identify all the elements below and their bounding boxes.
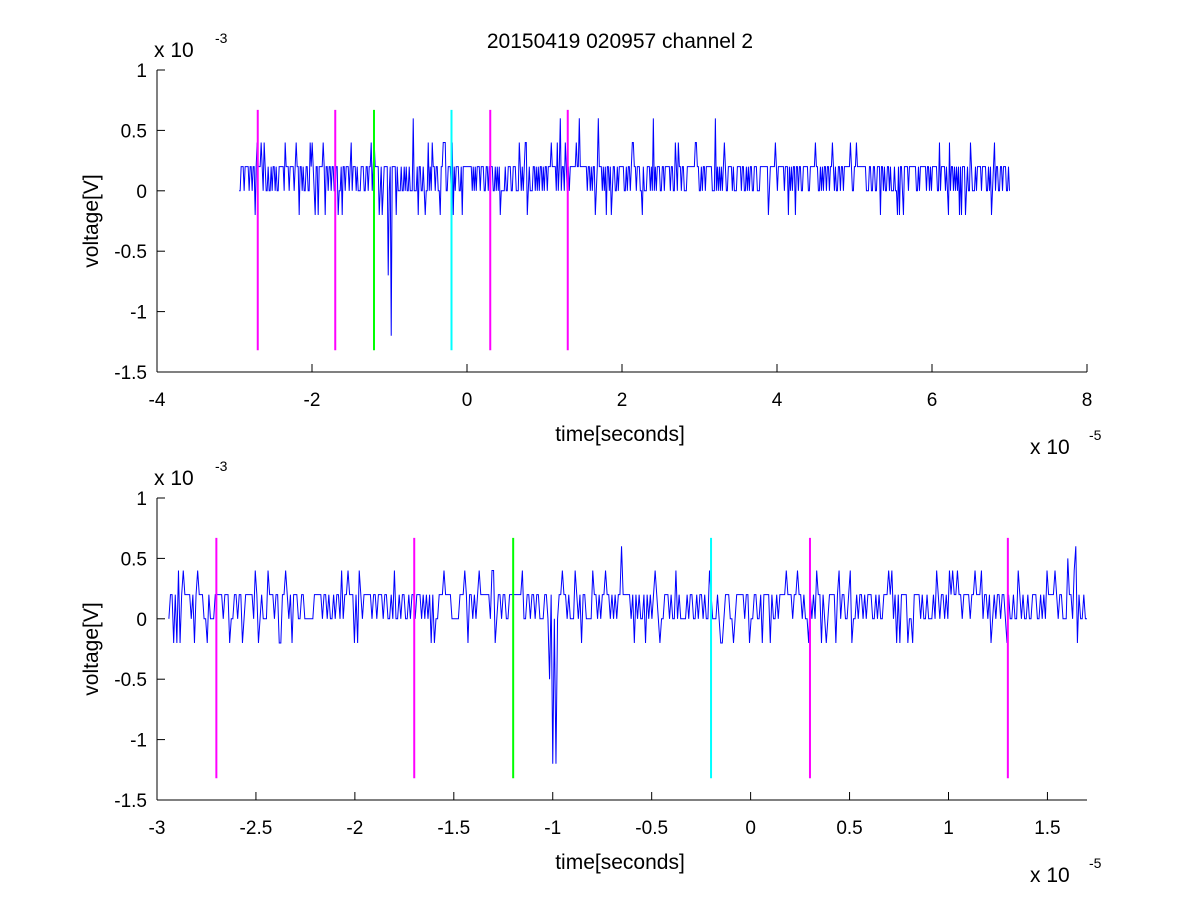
y-axis-label: voltage[V] (80, 602, 103, 695)
y-exponent-power: -3 (215, 458, 228, 474)
x-tick-label: -2 (346, 818, 363, 839)
x-exponent-power: -5 (1089, 427, 1102, 443)
x-tick-label: -4 (149, 390, 166, 411)
series-trace-0 (239, 118, 1010, 336)
y-exponent-multiplier: x 10 (154, 467, 194, 490)
x-tick-label: 1.5 (1034, 818, 1060, 839)
x-exponent-power: -5 (1089, 855, 1102, 871)
y-tick-label: 1 (136, 61, 147, 82)
y-tick-label: -0.5 (114, 670, 147, 691)
x-tick-label: 4 (772, 390, 783, 411)
x-tick-label: -3 (149, 818, 166, 839)
x-axis-label: time[seconds] (555, 423, 685, 446)
y-tick-label: 0.5 (121, 549, 147, 570)
bottom-axes: -3 -2.5 -2 -1.5 -1 -0.5 0 0.5 1 1.5 -1.5 -1 -0.5 0 0.5… (80, 458, 1102, 887)
top-axes: -4 -2 0 2 4 6 8 -1.5 -1 -0.5 0 0.5 1 time[seconds] vol… (80, 30, 1102, 459)
x-tick-label: 2 (617, 390, 628, 411)
y-tick-label: 0 (136, 182, 147, 203)
x-tick-label: 1 (943, 818, 954, 839)
y-tick-label: -1.5 (114, 791, 147, 812)
x-tick-label: -1.5 (437, 818, 470, 839)
y-tick-label: 1 (136, 489, 147, 510)
x-tick-label: 6 (927, 390, 938, 411)
series-trace-0 (168, 546, 1087, 764)
x-tick-label: -2.5 (240, 818, 273, 839)
x-tick-label: 8 (1082, 390, 1093, 411)
x-tick-label: 0 (745, 818, 756, 839)
y-tick-label: -1.5 (114, 363, 147, 384)
y-tick-label: 0 (136, 610, 147, 631)
x-tick-label: -1 (544, 818, 561, 839)
x-axis-label: time[seconds] (555, 851, 685, 874)
y-tick-label: -0.5 (114, 242, 147, 263)
x-tick-label: -2 (304, 390, 321, 411)
y-exponent-multiplier: x 10 (154, 39, 194, 62)
x-tick-label: 0 (462, 390, 473, 411)
x-exponent-multiplier: x 10 (1030, 864, 1070, 887)
x-exponent-multiplier: x 10 (1030, 436, 1070, 459)
y-exponent-power: -3 (215, 30, 228, 46)
figure-title: 20150419 020957 channel 2 (487, 30, 753, 53)
x-tick-label: 0.5 (836, 818, 862, 839)
y-tick-label: -1 (130, 731, 147, 752)
y-axis-label: voltage[V] (80, 174, 103, 267)
x-tick-label: -0.5 (635, 818, 668, 839)
y-tick-label: -1 (130, 303, 147, 324)
y-tick-label: 0.5 (121, 121, 147, 142)
